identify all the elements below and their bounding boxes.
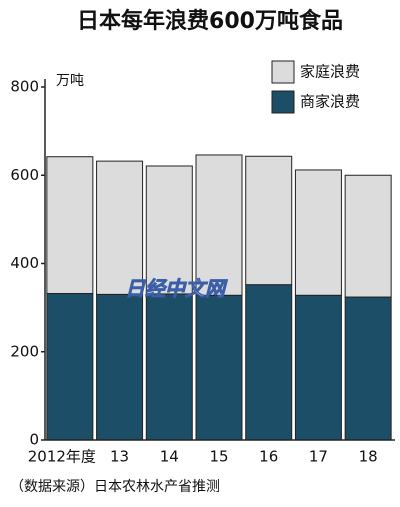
bar-segment (96, 293, 144, 441)
bar-segment (195, 294, 243, 441)
bar-segment (294, 294, 342, 441)
x-tick-label: 18 (359, 448, 378, 466)
x-tick-label: 16 (259, 448, 278, 466)
x-tick-label: 2012年度 (28, 448, 96, 466)
x-tick-label: 15 (209, 448, 228, 466)
legend-swatch (271, 60, 295, 84)
source: （数据来源）日本农林水产省推测 (10, 479, 220, 495)
bar-segment (46, 293, 94, 441)
bar-segment (245, 284, 293, 441)
bar-segment (294, 169, 342, 296)
bar-segment (46, 156, 94, 295)
x-tick-label: 17 (309, 448, 328, 466)
y-unit: 万吨 (56, 73, 84, 89)
bar-segment (344, 174, 392, 298)
bar-segment (245, 155, 293, 286)
watermark: 日经中文网 (125, 277, 228, 301)
chart-title: 日本每年浪费600万吨食品 (77, 8, 343, 34)
bar-segment (145, 293, 193, 441)
bar-segment (145, 165, 193, 295)
y-tick-label: 800 (10, 78, 39, 96)
bar-segment (344, 296, 392, 441)
x-tick-label: 13 (110, 448, 129, 466)
y-tick-label: 0 (29, 431, 39, 449)
legend-label: 商家浪费 (300, 93, 360, 111)
x-tick-label: 14 (160, 448, 179, 466)
y-tick-label: 400 (10, 254, 39, 272)
y-tick-label: 600 (10, 166, 39, 184)
bar-segment (96, 160, 144, 295)
y-tick-label: 200 (10, 342, 39, 360)
legend-swatch (271, 90, 295, 114)
bar-segment (195, 154, 243, 296)
legend-label: 家庭浪费 (300, 63, 360, 81)
